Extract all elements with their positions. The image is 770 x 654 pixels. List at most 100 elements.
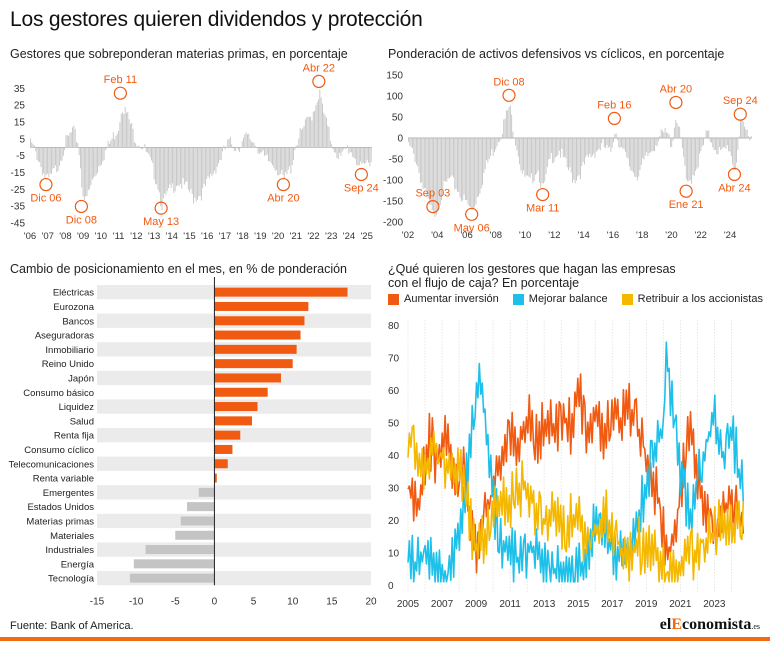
commodities-ytick-label: -5 xyxy=(16,151,25,162)
commodities-bar xyxy=(112,132,114,148)
commodities-bar xyxy=(187,147,189,190)
defensive-bar xyxy=(418,138,420,173)
defensive-bar xyxy=(501,133,503,138)
cashflow-chart-title-line2: con el flujo de caja? En porcentaje xyxy=(388,276,580,290)
commodities-annotation-label: May 13 xyxy=(143,216,179,228)
commodities-bar xyxy=(306,117,308,148)
defensive-bar xyxy=(488,138,490,160)
defensive-bar xyxy=(703,138,704,146)
defensive-bar xyxy=(459,138,461,198)
defensive-bar xyxy=(611,138,613,148)
defensive-bar xyxy=(650,138,652,153)
defensive-bar xyxy=(467,138,469,205)
commodities-bar xyxy=(119,122,121,148)
defensive-bar xyxy=(736,138,738,163)
defensive-bar xyxy=(655,138,657,146)
positioning-xtick-label: -10 xyxy=(129,596,144,607)
commodities-bar xyxy=(94,147,96,177)
commodities-bar xyxy=(79,147,81,169)
defensive-bar xyxy=(538,138,540,183)
positioning-bar xyxy=(198,487,215,497)
positioning-bar xyxy=(214,473,217,483)
commodities-bar xyxy=(168,147,170,188)
defensive-bar xyxy=(712,138,714,148)
defensive-bar xyxy=(532,138,534,184)
commodities-bar xyxy=(257,147,259,154)
commodities-bar xyxy=(345,147,347,150)
commodities-bar xyxy=(250,142,252,148)
commodities-bar xyxy=(225,146,227,148)
commodities-annotation-circle xyxy=(74,199,88,214)
commodities-bar xyxy=(58,147,60,166)
commodities-xtick-label: '09 xyxy=(77,231,89,242)
bottom-accent-bar xyxy=(0,637,770,641)
defensive-bar xyxy=(720,138,722,151)
commodities-bar xyxy=(332,147,334,150)
commodities-bar xyxy=(287,147,289,170)
commodities-bar xyxy=(297,145,298,148)
defensive-annotation-circle xyxy=(669,95,683,110)
defensive-bar xyxy=(728,138,730,152)
defensive-bar xyxy=(722,138,724,148)
defensive-annotation-circle xyxy=(502,88,516,102)
commodities-bar xyxy=(82,147,84,197)
positioning-category-label: Consumo básico xyxy=(23,388,94,399)
defensive-bar xyxy=(591,138,593,156)
commodities-bar xyxy=(161,147,163,210)
commodities-bar xyxy=(325,117,327,148)
defensive-bar xyxy=(490,138,491,157)
defensive-bar xyxy=(565,138,567,159)
commodities-bar xyxy=(233,147,235,151)
defensive-bar xyxy=(445,138,446,181)
commodities-bar xyxy=(364,147,366,164)
legend-swatch-investment xyxy=(388,293,399,305)
commodities-bar xyxy=(137,145,139,148)
commodities-bar xyxy=(194,147,196,198)
defensive-bar xyxy=(581,138,583,166)
commodities-bar xyxy=(140,147,142,149)
defensive-annotation-label: Dic 08 xyxy=(493,76,524,88)
commodities-bar xyxy=(183,147,185,185)
commodities-bar xyxy=(227,139,229,148)
defensive-bar xyxy=(421,138,423,183)
defensive-bar xyxy=(475,138,477,205)
commodities-xtick-label: '18 xyxy=(236,231,248,242)
defensive-bar xyxy=(546,138,548,167)
defensive-bar xyxy=(729,138,731,152)
commodities-bar xyxy=(104,147,106,151)
commodities-bar xyxy=(270,147,272,164)
positioning-row-band xyxy=(97,513,371,529)
commodities-bar xyxy=(282,147,284,176)
positioning-category-label: Eurozona xyxy=(53,302,94,313)
positioning-bar xyxy=(133,559,215,569)
positioning-category-label: Emergentes xyxy=(43,488,94,499)
defensive-bar xyxy=(576,138,577,181)
positioning-bar xyxy=(214,287,348,297)
commodities-bar xyxy=(68,135,70,148)
positioning-category-label: Eléctricas xyxy=(53,288,94,299)
commodities-bar xyxy=(279,147,281,174)
commodities-bar xyxy=(69,132,71,148)
commodities-bar xyxy=(261,147,263,153)
brand-accent: E xyxy=(671,616,682,633)
commodities-annotation-label: Abr 20 xyxy=(267,193,299,205)
defensive-bar xyxy=(450,138,452,177)
commodities-bar xyxy=(70,132,72,148)
cashflow-xtick-label: 2005 xyxy=(397,599,420,610)
commodities-bar xyxy=(103,147,105,160)
defensive-annotation-circle xyxy=(465,207,479,221)
defensive-bar xyxy=(463,138,465,195)
positioning-xtick-label: -15 xyxy=(90,596,105,607)
defensive-bar xyxy=(680,138,682,139)
commodities-xtick-label: '06 xyxy=(24,231,36,242)
defensive-bar xyxy=(599,138,601,151)
defensive-bar xyxy=(726,138,728,146)
cashflow-xtick-label: 2015 xyxy=(567,599,590,610)
defensive-bar xyxy=(492,138,494,157)
commodities-bar xyxy=(300,129,302,148)
defensive-bar xyxy=(597,138,599,151)
defensive-bar xyxy=(618,138,620,148)
commodities-bar xyxy=(231,144,233,148)
defensive-bar xyxy=(531,138,532,174)
positioning-category-label: Renta fija xyxy=(54,431,95,442)
